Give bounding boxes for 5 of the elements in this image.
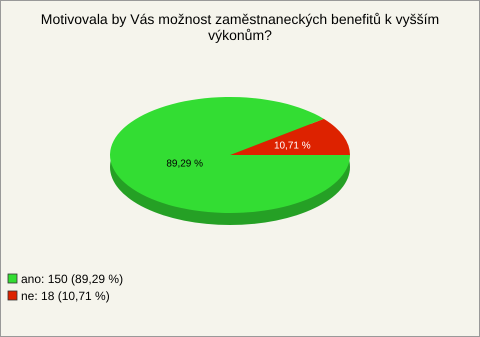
data-label: 10,71 % (274, 140, 311, 152)
legend-label: ne: 18 (10,71 %) (21, 289, 110, 303)
legend-label: ano: 150 (89,29 %) (21, 272, 124, 286)
chart-title: Motivovala by Vás možnost zaměstnaneckých benefitů k vyšším výkonům? (40, 11, 440, 43)
data-label: 89,29 % (166, 158, 204, 170)
